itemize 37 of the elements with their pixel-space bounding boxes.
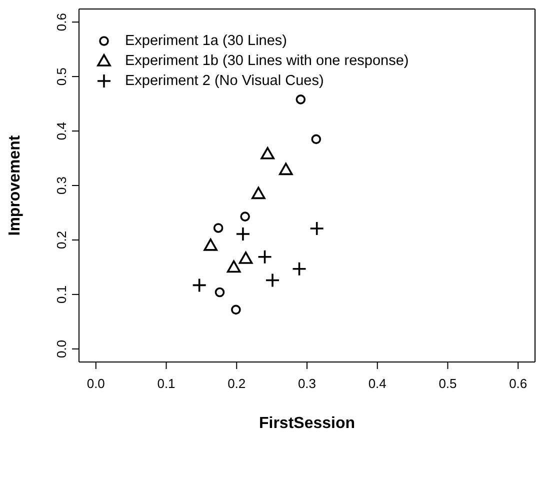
x-tick-label: 0.5 (438, 376, 457, 392)
x-tick-label: 0.4 (368, 376, 386, 392)
point (226, 260, 241, 273)
point (278, 162, 293, 176)
point (192, 278, 207, 293)
x-axis-title: FirstSession (258, 415, 356, 432)
x-tick-label: 0.6 (509, 376, 528, 392)
legend-label: Experiment 1a (30 Lines) (125, 32, 287, 51)
point (231, 304, 241, 315)
x-tick-label: 0.1 (157, 376, 176, 392)
y-tick-label: 0.3 (54, 176, 69, 195)
point (204, 238, 218, 251)
point (257, 249, 272, 264)
x-tick-label: 0.0 (86, 376, 105, 392)
y-tick-label: 0.5 (54, 68, 69, 86)
y-tick-label: 0.0 (54, 340, 69, 358)
point (292, 261, 307, 276)
point (260, 147, 274, 160)
point (236, 226, 250, 242)
x-tick-label: 0.3 (298, 376, 316, 392)
point (252, 186, 266, 200)
y-axis-title: Improvement (6, 134, 24, 236)
y-tick-label: 0.2 (54, 230, 69, 250)
legend-label: Experiment 2 (No Visual Cues) (125, 72, 324, 91)
point (265, 272, 280, 288)
x-tick-label: 0.2 (228, 376, 246, 392)
point (296, 94, 306, 104)
point (309, 221, 324, 236)
point (311, 134, 322, 144)
point (238, 252, 253, 264)
point (213, 223, 224, 233)
y-tick-label: 0.6 (54, 13, 69, 32)
y-tick-label: 0.4 (54, 122, 69, 140)
legend-label: Experiment 1b (30 Lines with one response) (125, 52, 409, 71)
y-tick-label: 0.1 (54, 285, 69, 304)
point (214, 287, 225, 298)
point (240, 212, 250, 222)
